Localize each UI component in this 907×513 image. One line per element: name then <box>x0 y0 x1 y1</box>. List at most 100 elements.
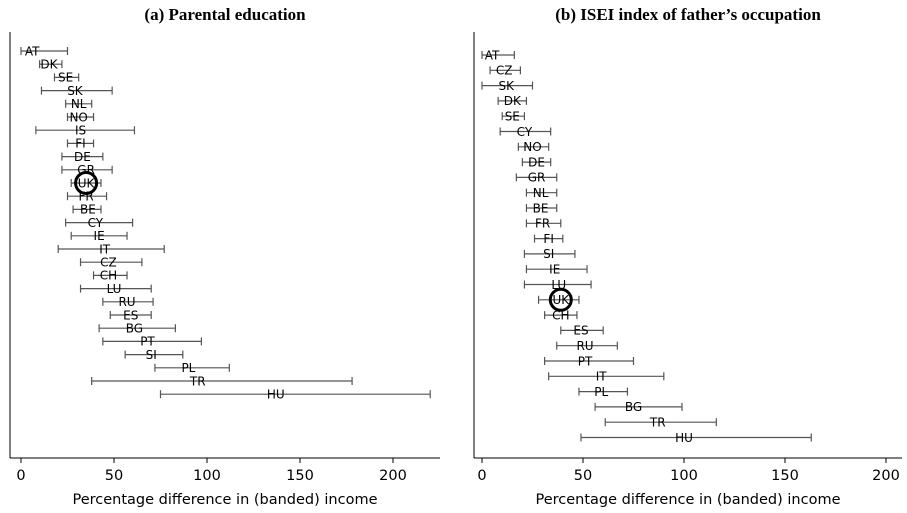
panel-a-row-gr: GR <box>61 163 113 177</box>
panel-a-row-it: IT <box>57 242 165 256</box>
panel-b-row-es: ES <box>560 324 604 338</box>
panel-b-row-gr: GR <box>515 171 558 185</box>
panel-a-row-ch: CH <box>92 269 128 283</box>
panel-a-x-tick-label: 150 <box>286 468 314 484</box>
country-label: CY <box>88 216 104 230</box>
panel-b-row-si: SI <box>523 247 576 261</box>
country-label: TR <box>189 374 206 388</box>
country-label: NL <box>533 186 549 200</box>
panel-b-row-at: AT <box>481 48 515 62</box>
country-label: DK <box>40 58 58 72</box>
panel-b-row-pt: PT <box>544 354 635 368</box>
country-label: ES <box>573 324 588 338</box>
country-label: SK <box>67 84 84 98</box>
panel-a-parental-education: (a) Parental education Percentage differ… <box>9 5 440 508</box>
panel-b-x-tick-label: 0 <box>477 468 486 484</box>
country-label: FR <box>78 190 93 204</box>
country-label: UK <box>552 293 570 307</box>
panel-b-row-no: NO <box>517 140 550 154</box>
panel-b-x-tick-label: 150 <box>771 468 799 484</box>
country-label: PL <box>594 385 608 399</box>
panel-b-row-dk: DK <box>497 94 528 108</box>
country-label: HU <box>675 431 693 445</box>
panel-a-x-tick-label: 50 <box>105 468 123 484</box>
panel-a-row-dk: DK <box>38 58 63 72</box>
panel-b-row-uk: UK <box>537 287 580 312</box>
panel-b-isei-father-occupation: (b) ISEI index of father’s occupation Pe… <box>473 5 902 508</box>
country-label: CH <box>552 308 569 322</box>
country-label: HU <box>267 388 285 402</box>
panel-b-row-ie: IE <box>525 263 588 277</box>
country-label: NO <box>69 110 87 124</box>
panel-a-row-cz: CZ <box>79 256 143 270</box>
panel-b-row-ch: CH <box>544 308 578 322</box>
country-label: RU <box>576 339 593 353</box>
panel-a-row-tr: TR <box>91 374 353 388</box>
country-label: DK <box>504 94 522 108</box>
country-label: DE <box>74 150 91 164</box>
country-label: FI <box>543 232 553 246</box>
panel-a-row-sk: SK <box>40 84 113 98</box>
panel-a-row-pt: PT <box>102 335 203 349</box>
panel-a-row-bg: BG <box>98 322 176 336</box>
country-label: IS <box>75 124 86 138</box>
panel-a-row-cy: CY <box>65 216 134 230</box>
panel-a-row-pl: PL <box>154 361 230 375</box>
panel-a-row-si: SI <box>124 348 184 362</box>
country-label: FR <box>535 217 550 231</box>
country-label: GR <box>528 171 546 185</box>
panel-b-row-sk: SK <box>481 79 534 93</box>
country-label: CZ <box>100 256 117 270</box>
country-label: PT <box>140 335 155 349</box>
country-label: CZ <box>496 64 513 78</box>
country-label: BG <box>126 322 143 336</box>
country-label: NL <box>71 97 87 111</box>
country-label: BE <box>533 201 549 215</box>
panel-a-row-ie: IE <box>70 229 128 243</box>
panel-a-row-is: IS <box>35 124 136 138</box>
panel-a-x-tick-label: 100 <box>193 468 221 484</box>
panel-b-row-fi: FI <box>533 232 564 246</box>
panel-a-row-at: AT <box>20 44 69 58</box>
panel-a-row-hu: HU <box>159 388 431 402</box>
panel-a-row-fr: FR <box>66 190 108 204</box>
country-label: SE <box>505 110 520 124</box>
panel-b-row-fr: FR <box>525 217 562 231</box>
panel-a-xlabel: Percentage difference in (banded) income <box>72 492 377 508</box>
panel-a-x-tick-label: 200 <box>379 468 407 484</box>
panel-b-x-tick-label: 200 <box>872 468 900 484</box>
country-label: FI <box>75 137 85 151</box>
country-label: IE <box>94 229 105 243</box>
country-label: RU <box>118 295 135 309</box>
panel-a-row-ru: RU <box>102 295 154 309</box>
country-label: PL <box>181 361 195 375</box>
panel-b-row-cz: CZ <box>489 64 521 78</box>
panel-b-row-it: IT <box>548 370 665 384</box>
panel-b-x-tick-label: 50 <box>574 468 592 484</box>
country-label: BE <box>80 203 96 217</box>
panel-b-xlabel: Percentage difference in (banded) income <box>535 492 840 508</box>
country-label: CH <box>100 269 117 283</box>
panel-a-row-es: ES <box>109 308 152 322</box>
country-label: IT <box>99 242 111 256</box>
country-label: UK <box>78 176 96 190</box>
country-label: TR <box>649 416 666 430</box>
panel-a-row-de: DE <box>61 150 104 164</box>
panel-a-row-lu: LU <box>79 282 152 296</box>
panel-a-row-no: NO <box>66 110 95 124</box>
panel-a-row-se: SE <box>53 71 80 85</box>
panel-a-row-be: BE <box>72 203 102 217</box>
panel-b-title: (b) ISEI index of father’s occupation <box>555 5 821 24</box>
country-label: SE <box>58 71 73 85</box>
country-label: ES <box>123 308 138 322</box>
panel-b-row-tr: TR <box>604 416 717 430</box>
panel-b-x-tick-label: 100 <box>670 468 698 484</box>
panel-b-row-pl: PL <box>578 385 629 399</box>
country-label: SK <box>498 79 515 93</box>
panel-b-row-nl: NL <box>525 186 558 200</box>
country-label: IE <box>549 263 560 277</box>
panel-b-row-cy: CY <box>499 125 552 139</box>
panel-b-row-hu: HU <box>580 431 812 445</box>
panel-a-row-nl: NL <box>65 97 93 111</box>
